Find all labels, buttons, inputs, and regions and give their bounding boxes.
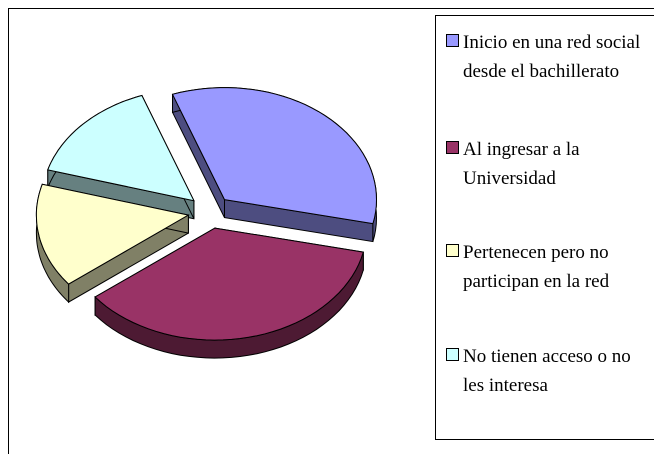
legend-item: No tienen acceso o no les interesa [446,342,651,400]
legend-swatch [446,348,459,361]
legend-label: Al ingresar a la Universidad [463,139,580,189]
legend-item: Inicio en una red social desde el bachil… [446,28,651,86]
legend-swatch [446,34,459,47]
pie-slice [94,227,364,341]
legend-label: Pertenecen pero no participan en la red [463,242,610,292]
chart [35,87,378,359]
legend-item: Pertenecen pero no participan en la red [446,238,651,296]
pie-slice [47,94,195,202]
legend-item: Al ingresar a la Universidad [446,135,651,193]
legend-label: No tienen acceso o no les interesa [463,346,631,396]
pie-slice [171,87,378,225]
legend-swatch [446,141,459,154]
legend-label: Inicio en una red social desde el bachil… [463,32,641,82]
legend: Inicio en una red social desde el bachil… [435,15,654,440]
legend-swatch [446,244,459,257]
pie-slice [35,183,190,285]
chart-frame [8,8,654,454]
